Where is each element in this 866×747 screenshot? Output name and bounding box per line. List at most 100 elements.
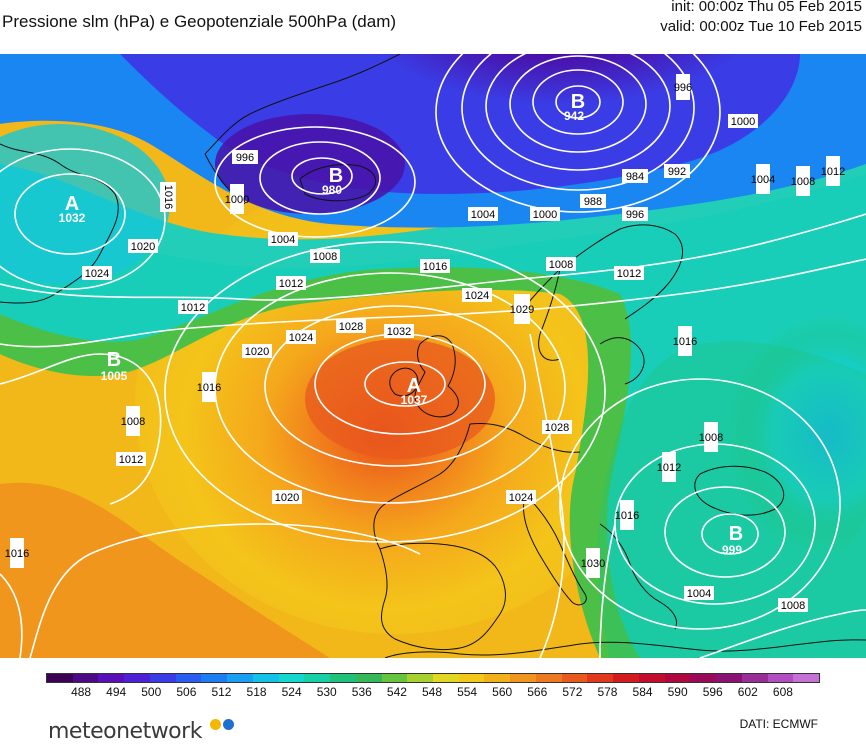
isobar-label: 996 bbox=[674, 74, 692, 100]
color-swatch bbox=[433, 674, 459, 682]
color-swatch bbox=[613, 674, 639, 682]
svg-text:1012: 1012 bbox=[279, 278, 303, 290]
svg-text:1020: 1020 bbox=[275, 492, 299, 504]
color-swatch bbox=[304, 674, 331, 682]
isobar-label: 988 bbox=[580, 194, 606, 208]
geopotential-field bbox=[0, 54, 866, 658]
color-swatch bbox=[227, 674, 253, 682]
color-swatch bbox=[47, 674, 73, 682]
color-scale-label: 590 bbox=[667, 685, 688, 699]
color-scale-label: 500 bbox=[141, 685, 162, 699]
color-scale-label: 512 bbox=[211, 685, 232, 699]
color-swatch bbox=[98, 674, 125, 682]
svg-text:1037: 1037 bbox=[401, 393, 428, 407]
isobar-label: 1020 bbox=[128, 239, 158, 253]
svg-text:1024: 1024 bbox=[289, 332, 313, 344]
isobar-label: 1012 bbox=[276, 276, 306, 290]
isobar-label: 1016 bbox=[420, 259, 450, 273]
isobar-label: 1012 bbox=[116, 452, 146, 466]
svg-text:1000: 1000 bbox=[225, 194, 249, 206]
isobar-label: 992 bbox=[664, 164, 690, 178]
svg-text:1008: 1008 bbox=[699, 432, 723, 444]
svg-text:1024: 1024 bbox=[509, 492, 533, 504]
isobar-label: 1024 bbox=[462, 288, 492, 302]
svg-text:1028: 1028 bbox=[545, 422, 569, 434]
svg-text:999: 999 bbox=[722, 543, 742, 557]
isobar-label: 1004 bbox=[468, 207, 498, 221]
isobar-label: 1024 bbox=[286, 330, 316, 344]
svg-text:1005: 1005 bbox=[101, 369, 128, 383]
color-swatch bbox=[793, 674, 820, 682]
color-scale-label: 560 bbox=[492, 685, 513, 699]
color-scale-label: 584 bbox=[632, 685, 653, 699]
color-swatch bbox=[716, 674, 742, 682]
color-scale-label: 548 bbox=[421, 685, 443, 699]
color-scale-labels: 488 494 500 506 512 518 524 530 536 542 548 554 560 5… bbox=[46, 685, 818, 701]
weather-map: 1016 1020 1024 1012 1008 1012 1016 1020 … bbox=[0, 54, 866, 658]
isobar-label: 1028 bbox=[336, 319, 366, 333]
svg-text:1020: 1020 bbox=[131, 241, 155, 253]
svg-text:1012: 1012 bbox=[657, 462, 681, 474]
color-swatch bbox=[149, 674, 176, 682]
color-scale-label: 578 bbox=[597, 685, 618, 699]
isobar-label: 1016 bbox=[160, 182, 176, 212]
color-swatch bbox=[175, 674, 202, 682]
isobar-label: 1008 bbox=[310, 249, 340, 263]
color-swatch bbox=[638, 674, 665, 682]
isobar-label: 996 bbox=[232, 150, 258, 164]
isobar-label: 1000 bbox=[225, 184, 249, 214]
color-swatch bbox=[407, 674, 434, 682]
low-center: B 999 bbox=[722, 523, 743, 557]
color-swatch bbox=[355, 674, 382, 682]
low-center: B 1005 bbox=[101, 349, 128, 383]
color-scale-label: 572 bbox=[562, 685, 583, 699]
svg-text:1016: 1016 bbox=[162, 185, 174, 209]
low-center: B 980 bbox=[322, 165, 343, 197]
svg-text:1004: 1004 bbox=[751, 174, 775, 186]
color-swatch bbox=[278, 674, 305, 682]
svg-text:1008: 1008 bbox=[121, 416, 145, 428]
color-scale-label: 536 bbox=[351, 685, 372, 699]
high-center: A 1032 bbox=[59, 193, 86, 225]
color-swatch bbox=[561, 674, 588, 682]
svg-text:1004: 1004 bbox=[471, 209, 495, 221]
color-swatch bbox=[484, 674, 511, 682]
svg-text:1008: 1008 bbox=[549, 259, 573, 271]
isobar-label: 1008 bbox=[121, 406, 145, 436]
isobars bbox=[0, 54, 866, 658]
coastlines bbox=[0, 54, 866, 658]
svg-text:1004: 1004 bbox=[687, 588, 711, 600]
isobar-label: 1016 bbox=[615, 500, 639, 530]
svg-text:1016: 1016 bbox=[423, 261, 447, 273]
color-scale-label: 518 bbox=[246, 685, 267, 699]
color-swatch bbox=[201, 674, 228, 682]
svg-text:A: A bbox=[407, 375, 421, 397]
isobar-label: 996 bbox=[622, 207, 648, 221]
svg-text:A: A bbox=[65, 193, 79, 215]
init-time: init: 00:00z Thu 05 Feb 2015 bbox=[671, 0, 862, 15]
logo-yellow-dot-icon bbox=[210, 719, 221, 730]
svg-text:1000: 1000 bbox=[533, 209, 557, 221]
isobar-label: 1004 bbox=[268, 232, 298, 246]
svg-text:B: B bbox=[571, 91, 585, 113]
isobar-label: 1032 bbox=[384, 324, 414, 338]
color-swatch bbox=[587, 674, 614, 682]
isobar-label: 1008 bbox=[778, 598, 808, 612]
isobar-label: 1016 bbox=[197, 372, 221, 402]
svg-text:1016: 1016 bbox=[197, 382, 221, 394]
valid-time: valid: 00:00z Tue 10 Feb 2015 bbox=[660, 18, 862, 35]
color-scale-label: 602 bbox=[737, 685, 758, 699]
isobar-label: 1004 bbox=[751, 164, 775, 194]
color-swatch bbox=[330, 674, 356, 682]
color-swatch bbox=[664, 674, 691, 682]
svg-text:B: B bbox=[107, 349, 121, 371]
isobar-label: 1012 bbox=[821, 156, 845, 186]
pressure-centers: B 942 B 980 A 1032 B 1005 A 1037 B 999 bbox=[59, 91, 744, 557]
svg-text:1029: 1029 bbox=[510, 304, 534, 316]
svg-text:996: 996 bbox=[674, 82, 692, 94]
color-swatch bbox=[381, 674, 408, 682]
color-swatch bbox=[458, 674, 485, 682]
svg-text:1016: 1016 bbox=[673, 336, 697, 348]
svg-text:1024: 1024 bbox=[85, 268, 109, 280]
svg-text:942: 942 bbox=[564, 109, 584, 123]
